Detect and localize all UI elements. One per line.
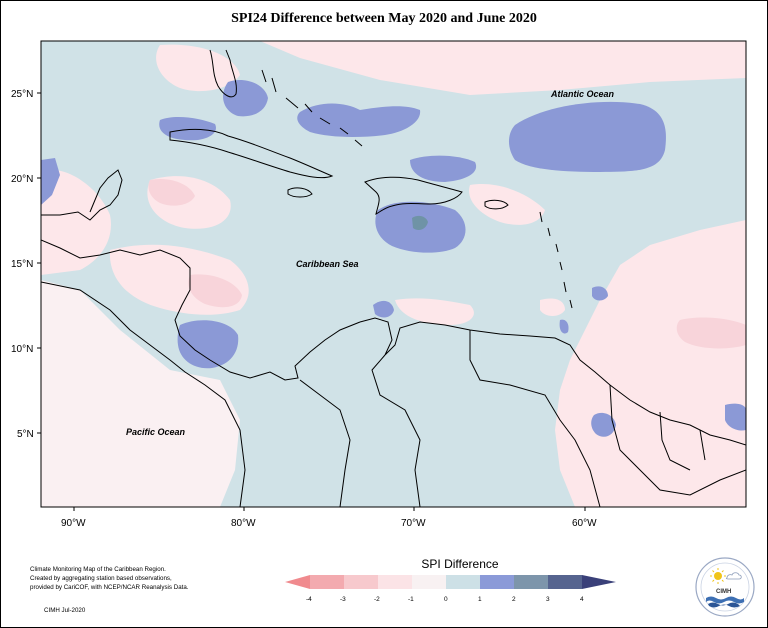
- legend-tick: -2: [374, 596, 380, 603]
- legend-swatch: [548, 575, 582, 589]
- lat-tick-label: 15°N: [11, 259, 33, 270]
- legend-swatch: [480, 575, 514, 589]
- cloud-icon: [725, 572, 742, 580]
- legend-swatch: [514, 575, 548, 589]
- cimh-logo: CIMH: [695, 557, 755, 617]
- legend-tick: -1: [408, 596, 414, 603]
- logo-text: CIMH: [716, 589, 731, 595]
- legend-tick: -4: [306, 596, 312, 603]
- lon-tick-label: 90°W: [61, 518, 86, 529]
- lat-tick-label: 20°N: [11, 174, 33, 185]
- credit-line: Climate Monitoring Map of the Caribbean …: [30, 566, 166, 573]
- legend-swatch: [310, 575, 344, 589]
- caribbean-sea-label: Caribbean Sea: [296, 259, 359, 269]
- lon-tick-label: 80°W: [231, 518, 256, 529]
- sun-icon: [710, 568, 726, 584]
- credit-text: Climate Monitoring Map of the Caribbean …: [30, 565, 240, 592]
- lon-tick-label: 60°W: [572, 518, 597, 529]
- atlantic-ocean-label: Atlantic Ocean: [550, 89, 615, 99]
- map-title: SPI24 Difference between May 2020 and Ju…: [231, 11, 537, 26]
- coastlines: [41, 49, 746, 507]
- longitude-axis: [73, 507, 586, 511]
- credit-line: Created by aggregating station based obs…: [30, 575, 172, 582]
- credit-line: provided by CariCOF, with NCEP/NCAR Rean…: [30, 584, 189, 591]
- legend-tick: 0: [444, 596, 448, 603]
- lon-tick-label: 70°W: [401, 518, 426, 529]
- pacific-ocean-label: Pacific Ocean: [126, 427, 186, 437]
- map-border: [40, 40, 747, 508]
- legend-tick: 2: [512, 596, 516, 603]
- legend-swatch: [285, 575, 310, 589]
- positive-anomaly-regions: [41, 79, 746, 437]
- legend-title: SPI Difference: [421, 557, 499, 571]
- legend-colorbar: -4 -3 -2 -1 0 1 2 3 4: [285, 575, 616, 603]
- legend-swatch: [412, 575, 446, 589]
- latitude-axis: [37, 92, 41, 434]
- legend-swatch: [582, 575, 616, 589]
- legend-swatch: [446, 575, 480, 589]
- lat-tick-label: 10°N: [11, 344, 33, 355]
- waves-icon: [706, 596, 744, 608]
- lat-tick-label: 25°N: [11, 89, 33, 100]
- legend-tick: 1: [478, 596, 482, 603]
- legend-swatch: [344, 575, 378, 589]
- strong-negative-spots: [148, 178, 746, 349]
- legend-swatch: [378, 575, 412, 589]
- legend-tick: 3: [546, 596, 550, 603]
- legend-tick: -3: [340, 596, 346, 603]
- lat-tick-label: 5°N: [17, 429, 34, 440]
- strong-positive-spot: [412, 215, 428, 230]
- credit-date: CIMH Jul-2020: [44, 607, 86, 614]
- legend-tick: 4: [580, 596, 584, 603]
